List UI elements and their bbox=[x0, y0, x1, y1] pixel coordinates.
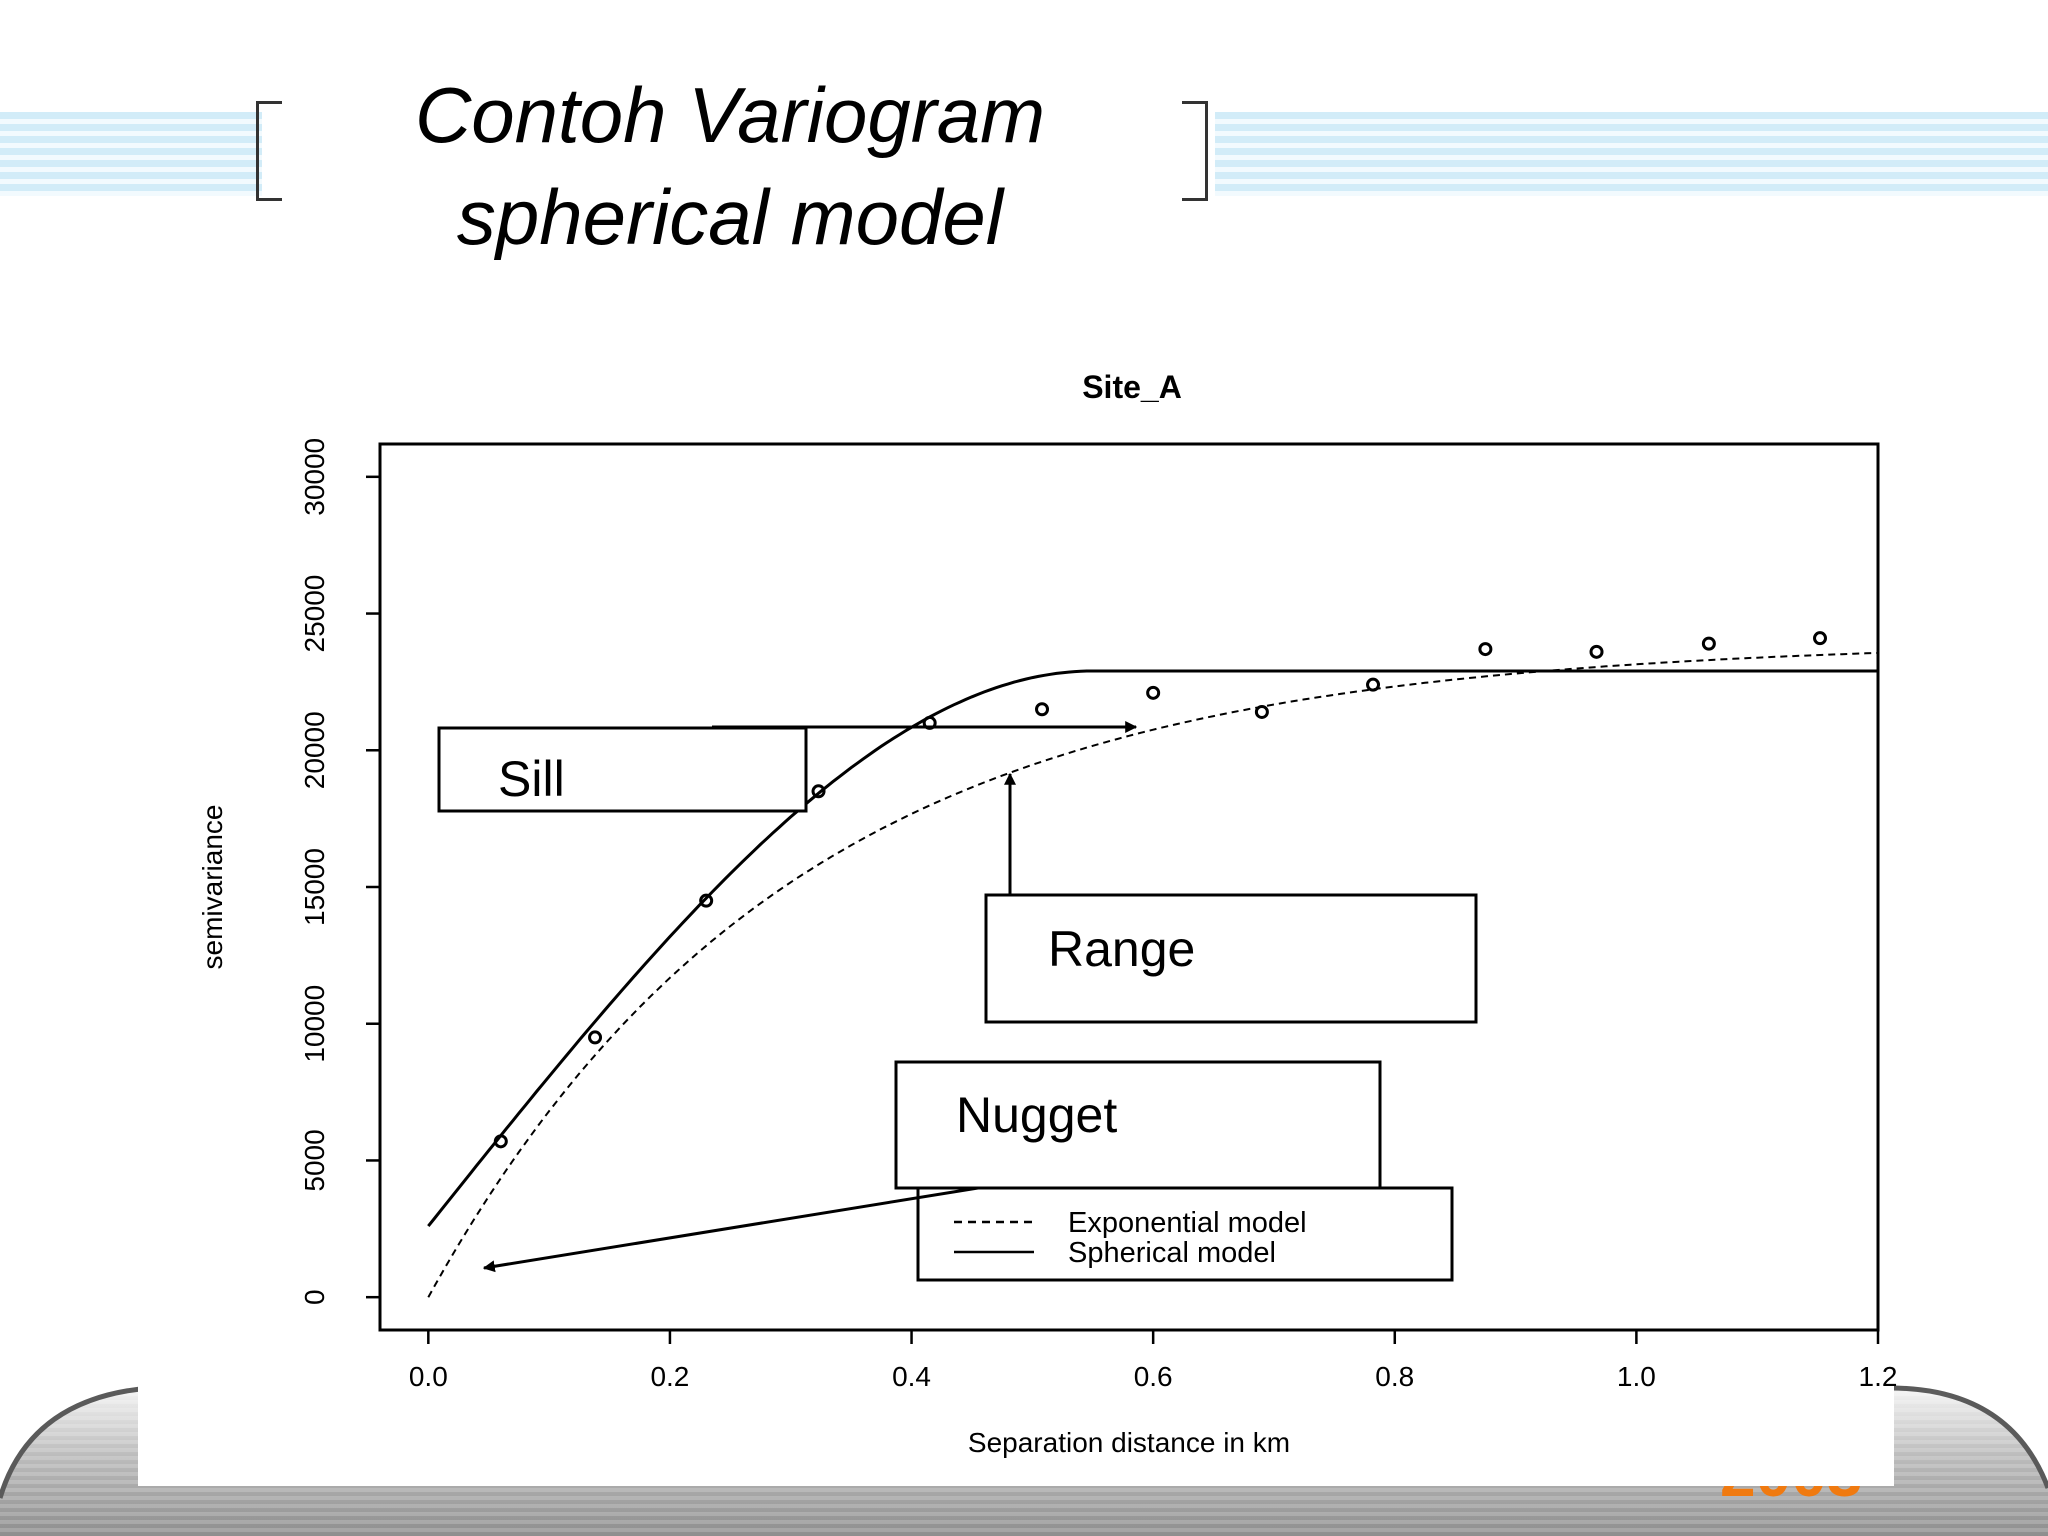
x-tick-label: 0.0 bbox=[409, 1361, 448, 1392]
title-bracket-right bbox=[1182, 101, 1208, 201]
x-tick-label: 1.0 bbox=[1617, 1361, 1656, 1392]
legend-entry: Exponential model bbox=[1068, 1207, 1307, 1239]
slide-title-line-2: spherical model bbox=[456, 173, 1004, 261]
y-tick-label: 20000 bbox=[299, 711, 330, 789]
nugget-box bbox=[894, 1060, 1382, 1190]
nugget-arrow bbox=[482, 1186, 979, 1273]
chart-title: Site_A bbox=[1082, 369, 1182, 405]
sill-box bbox=[437, 726, 808, 813]
y-tick-label: 10000 bbox=[299, 985, 330, 1063]
y-tick-label: 30000 bbox=[299, 438, 330, 516]
empirical-point bbox=[699, 893, 714, 908]
x-tick-label: 1.2 bbox=[1859, 1361, 1898, 1392]
header-band-right bbox=[1215, 112, 2048, 196]
sill-label: Sill bbox=[498, 751, 565, 807]
y-tick-label: 25000 bbox=[299, 575, 330, 653]
x-tick-label: 0.2 bbox=[650, 1361, 689, 1392]
y-tick-label: 5000 bbox=[299, 1129, 330, 1191]
empirical-point bbox=[811, 784, 826, 799]
x-tick-label: 0.6 bbox=[1134, 1361, 1173, 1392]
x-tick-label: 0.4 bbox=[892, 1361, 931, 1392]
slide-title-line-1: Contoh Variogram bbox=[414, 71, 1046, 159]
y-axis-label: semivariance bbox=[197, 805, 228, 970]
empirical-point bbox=[1589, 644, 1604, 659]
spherical-model-line bbox=[427, 669, 1878, 1228]
range-label: Range bbox=[1048, 921, 1195, 977]
exponential-model-line bbox=[427, 651, 1878, 1298]
range-box bbox=[984, 893, 1478, 1024]
title-bracket-left bbox=[256, 101, 282, 201]
empirical-point bbox=[1146, 685, 1161, 700]
slide-title: Contoh Variogram spherical model bbox=[300, 64, 1160, 268]
legend-entry: Spherical model bbox=[1068, 1237, 1276, 1269]
y-tick-label: 0 bbox=[299, 1289, 330, 1305]
y-tick-label: 15000 bbox=[299, 848, 330, 926]
empirical-point bbox=[1701, 636, 1716, 651]
empirical-point bbox=[1366, 677, 1381, 692]
empirical-point bbox=[1035, 702, 1050, 717]
legend-box bbox=[916, 1186, 1454, 1282]
x-axis-label: Separation distance in km bbox=[968, 1427, 1290, 1458]
empirical-point bbox=[1478, 642, 1493, 657]
header-band-left bbox=[0, 112, 262, 196]
nugget-label: Nugget bbox=[956, 1087, 1117, 1143]
empirical-point bbox=[1813, 631, 1828, 646]
x-tick-label: 0.8 bbox=[1375, 1361, 1414, 1392]
empirical-point bbox=[588, 1030, 603, 1045]
